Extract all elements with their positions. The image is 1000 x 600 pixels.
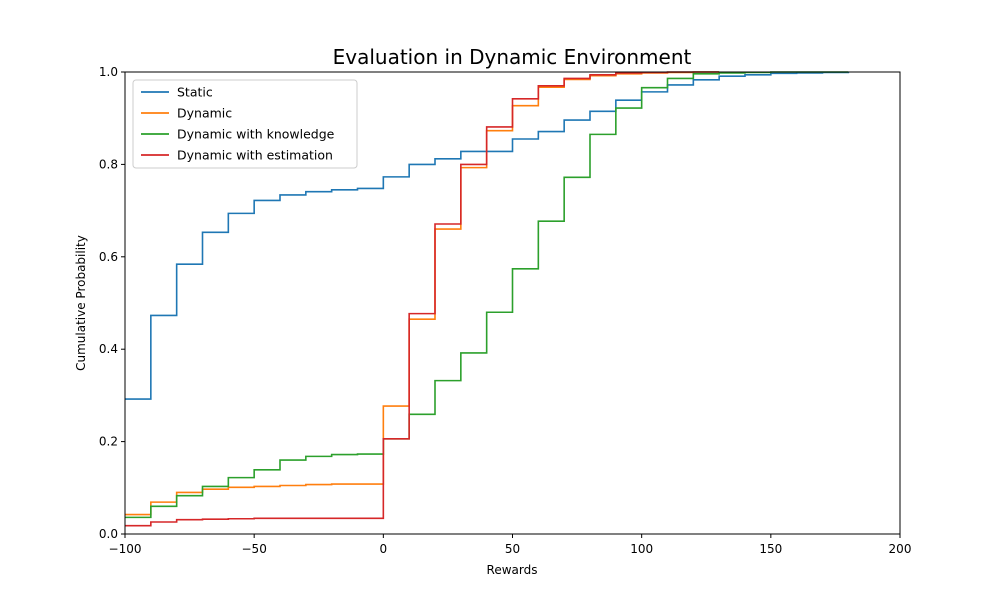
y-tick-label: 0.0 <box>99 527 118 541</box>
legend-label-1: Dynamic <box>177 106 232 121</box>
x-tick-label: 0 <box>380 542 388 556</box>
y-tick-label: 0.4 <box>99 342 118 356</box>
y-tick-label: 0.8 <box>99 157 118 171</box>
x-tick-label: 50 <box>505 542 520 556</box>
legend-label-2: Dynamic with knowledge <box>177 127 335 142</box>
series-layer <box>125 71 850 527</box>
legend-box <box>132 79 358 169</box>
chart-title: Evaluation in Dynamic Environment <box>333 45 692 69</box>
x-tick-label: −50 <box>242 542 267 556</box>
legend: Static Dynamic Dynamic with knowledge Dynam… <box>132 79 358 169</box>
y-tick-label: 0.6 <box>99 250 118 264</box>
legend-label-3: Dynamic with estimation <box>177 148 333 163</box>
x-axis-label: Rewards <box>487 563 538 577</box>
x-tick-label: 150 <box>759 542 782 556</box>
legend-label-0: Static <box>177 85 213 100</box>
x-tick-label: 100 <box>630 542 653 556</box>
y-tick-label: 0.2 <box>99 435 118 449</box>
series-line-3 <box>125 71 720 527</box>
y-axis-label: Cumulative Probability <box>74 235 88 371</box>
series-line-2 <box>125 71 849 519</box>
series-line-0 <box>125 71 850 400</box>
x-tick-label: 200 <box>889 542 912 556</box>
x-axis: −100 −50 0 50 100 150 200 <box>109 534 912 556</box>
y-tick-label: 1.0 <box>99 65 118 79</box>
y-axis: 0.0 0.2 0.4 0.6 0.8 1.0 <box>99 65 125 541</box>
x-tick-label: −100 <box>109 542 142 556</box>
